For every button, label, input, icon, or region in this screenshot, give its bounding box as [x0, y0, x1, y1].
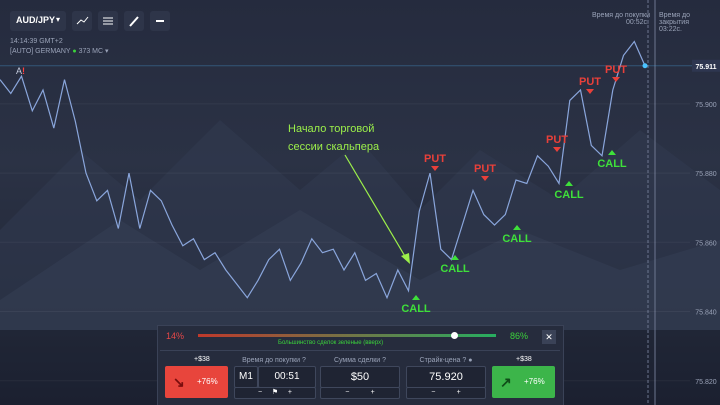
period[interactable]: M1	[234, 366, 258, 388]
price-badge	[692, 59, 720, 72]
last-point	[642, 63, 648, 69]
signal-arrow	[431, 166, 439, 171]
server: [AUTO] GERMANY	[10, 48, 71, 55]
annotation-line: Начало торговой	[288, 123, 375, 135]
call-signal: CALL	[440, 263, 470, 275]
ping: 373 МС	[78, 48, 104, 55]
symbol-button[interactable]: AUD/JPY ▾	[10, 11, 66, 31]
signal-arrow	[608, 150, 616, 155]
annotation: Начало торговой сессии скальпера	[288, 120, 379, 156]
amount-label-text: Сумма сделки	[333, 357, 381, 364]
call-signal: CALL	[401, 303, 431, 315]
put-signal: PUT	[474, 163, 496, 175]
y-tick-label: 75.880	[695, 171, 717, 178]
signal-arrow	[553, 147, 561, 152]
y-tick-label: 75.860	[695, 240, 717, 247]
amount-label: Сумма сделки ?	[333, 357, 387, 364]
draw-button[interactable]	[124, 11, 144, 31]
server-status: [AUTO] GERMANY ● 373 МС ▾	[10, 48, 109, 55]
amount-stepper[interactable]: − +	[320, 387, 400, 399]
close-timer-value: 03:22с.	[659, 26, 682, 33]
signal-arrow	[481, 176, 489, 181]
put-signal: PUT	[605, 64, 627, 76]
time-stepper[interactable]: − ⚑ +	[234, 387, 316, 399]
buy-percent: +76%	[524, 377, 545, 386]
sentiment-track	[198, 334, 496, 337]
time-value: 00:51	[258, 366, 316, 388]
put-signal: PUT	[579, 76, 601, 88]
current-price: 75.911	[695, 64, 716, 71]
buy-timer: Время до покупки 00:52с.	[592, 12, 650, 26]
close-timer: Время до закрытия 03:22с.	[659, 12, 720, 33]
y-tick-label: 75.820	[695, 379, 717, 386]
sentiment-up: 86%	[510, 331, 529, 341]
time-label-text: Время до покупки	[242, 357, 301, 364]
y-tick-label: 75.900	[695, 102, 717, 109]
more-button[interactable]	[150, 11, 170, 31]
sentiment-knob	[450, 332, 458, 339]
buy-button[interactable]: ↗ +76%	[492, 366, 555, 398]
clock: 14:14:39 GMT+2	[10, 38, 63, 45]
put-signal: PUT	[546, 134, 568, 146]
trade-panel: 14% 86% Большинство сделок зеленые (ввер…	[157, 325, 564, 405]
signal-arrow	[565, 181, 573, 186]
call-signal: CALL	[597, 158, 627, 170]
y-tick-label: 75.840	[695, 310, 717, 317]
amount[interactable]: $50	[320, 366, 400, 388]
sell-percent: +76%	[197, 377, 218, 386]
mountain	[0, 210, 720, 330]
call-signal: CALL	[554, 189, 584, 201]
mountain	[0, 120, 720, 330]
price-series	[0, 40, 646, 300]
symbol: AUD/JPY	[16, 15, 56, 25]
time-label: Время до покупки ?	[242, 357, 306, 364]
strike[interactable]: 75.920	[406, 366, 486, 388]
buy-timer-label: Время до покупки	[592, 12, 651, 19]
signal-arrow	[586, 89, 594, 94]
annotation-line: сессии скальпера	[288, 141, 380, 153]
signal-arrow	[612, 77, 620, 82]
put-signal: PUT	[424, 153, 446, 165]
settings-button[interactable]	[98, 11, 118, 31]
sell-payout: +$38	[194, 356, 210, 363]
marker-alert: !	[22, 66, 26, 76]
sentiment-down: 14%	[166, 331, 185, 341]
annotation-arrow	[344, 154, 407, 259]
call-signal: CALL	[502, 233, 532, 245]
strike-label: Страйк-цена ? ●	[419, 357, 473, 364]
close-timer-label: Время до закрытия	[659, 12, 690, 26]
close-button[interactable]: ✕	[542, 330, 556, 344]
arrow-head	[401, 253, 410, 264]
signal-arrow	[451, 255, 459, 260]
sentiment-caption: Большинство сделок зеленые (вверх)	[278, 340, 384, 346]
buy-timer-value: 00:52с.	[626, 19, 649, 26]
signal-arrow	[513, 225, 521, 230]
sell-button[interactable]: ↘ +76%	[165, 366, 228, 398]
signal-arrow	[412, 295, 420, 300]
chart-type-button[interactable]	[72, 11, 92, 31]
strike-label-text: Страйк-цена	[419, 357, 461, 364]
marker: A!	[16, 66, 25, 76]
buy-payout: +$38	[516, 356, 532, 363]
strike-stepper[interactable]: − +	[406, 387, 486, 399]
marker-label: A	[16, 66, 23, 76]
